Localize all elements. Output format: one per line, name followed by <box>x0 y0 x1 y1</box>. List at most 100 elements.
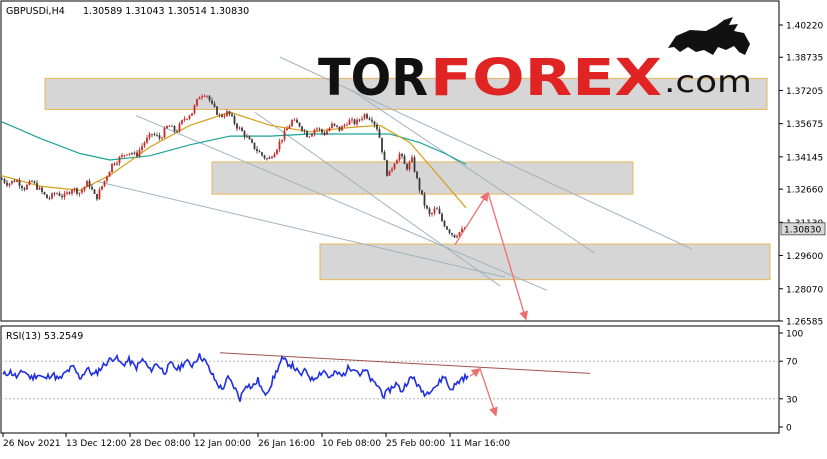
rsi-forecast-arrow-1 <box>469 368 481 378</box>
candle-body-163 <box>408 162 411 170</box>
candle-body-183 <box>458 232 461 237</box>
time-tick-label-4: 26 Jan 16:00 <box>258 439 315 449</box>
candle-body-119 <box>298 122 301 127</box>
candle-body-28 <box>71 189 73 194</box>
candle-body-80 <box>201 96 203 98</box>
candle-body-112 <box>281 139 283 142</box>
candle-body-39 <box>98 189 101 200</box>
candle-body-138 <box>346 124 348 126</box>
candle-body-40 <box>101 186 103 190</box>
rsi-forecast-arrow-2 <box>479 368 498 417</box>
candle-body-71 <box>178 123 181 132</box>
candle-body-166 <box>416 171 418 179</box>
last-price-badge <box>780 222 826 236</box>
candle-body-169 <box>423 194 426 206</box>
candle-body-179 <box>448 229 451 233</box>
candle-body-131 <box>328 128 331 131</box>
candle-body-184 <box>461 228 463 232</box>
candle-body-90 <box>226 111 228 117</box>
candle-body-99 <box>248 136 251 140</box>
candle-body-55 <box>138 150 141 157</box>
candle-body-86 <box>216 106 218 115</box>
candle-body-121 <box>303 130 306 132</box>
rsi-line <box>2 353 469 402</box>
candle-body-142 <box>356 119 358 125</box>
candle-body-33 <box>83 186 86 191</box>
channel-line-2 <box>351 90 596 254</box>
candle-body-56 <box>141 146 143 150</box>
price-tick-label-9: 1.26585 <box>786 318 823 328</box>
candle-body-79 <box>198 97 201 100</box>
candle-body-151 <box>378 129 381 138</box>
price-tick-label-4: 1.34145 <box>786 153 823 163</box>
candle-body-49 <box>123 155 126 156</box>
last-price-label: 1.30830 <box>784 225 821 235</box>
candle-body-23 <box>58 193 61 196</box>
candle-body-35 <box>88 180 91 187</box>
candle-body-2 <box>6 182 8 186</box>
candle-body-32 <box>81 190 83 193</box>
forecast-arrow-2 <box>487 192 529 321</box>
candle-body-167 <box>418 178 421 191</box>
logo-dotcom: .com <box>664 65 752 100</box>
candle-body-143 <box>358 119 361 121</box>
candle-body-162 <box>406 164 408 170</box>
candle-body-87 <box>218 114 221 116</box>
sr-zone-3 <box>319 243 771 281</box>
candle-body-180 <box>451 233 453 235</box>
forecast-arrow-1 <box>454 191 489 246</box>
candle-body-93 <box>233 116 236 124</box>
sr-zone-1 <box>44 77 768 110</box>
symbol-label: GBPUSDi,H4 <box>6 6 65 17</box>
candle-body-63 <box>158 135 161 139</box>
candle-body-125 <box>313 129 316 134</box>
bull-icon <box>668 17 750 55</box>
candle-body-106 <box>266 158 268 160</box>
candle-body-168 <box>421 190 423 195</box>
candle-body-83 <box>208 95 211 101</box>
candle-body-14 <box>36 182 38 190</box>
candle-body-52 <box>131 153 133 155</box>
candle-body-117 <box>293 119 296 121</box>
candle-body-19 <box>48 198 51 200</box>
candle-body-42 <box>106 176 108 181</box>
price-tick-label-3: 1.35675 <box>786 120 823 130</box>
price-tick-label-1: 1.38735 <box>786 54 823 64</box>
channel-line-3 <box>135 115 548 291</box>
candle-body-110 <box>276 149 278 154</box>
time-tick-label-7: 11 Mar 16:00 <box>450 439 510 449</box>
time-tick-label-1: 13 Dec 12:00 <box>66 439 127 449</box>
rsi-panel <box>0 325 780 434</box>
candle-body-116 <box>291 120 293 127</box>
candle-body-13 <box>33 181 36 183</box>
candle-body-120 <box>301 126 303 131</box>
candle-body-68 <box>171 126 173 127</box>
candle-body-92 <box>231 114 233 117</box>
candle-body-170 <box>426 205 428 209</box>
candle-body-149 <box>373 121 376 125</box>
candle-body-48 <box>121 155 123 157</box>
candle-body-118 <box>296 119 298 123</box>
time-tick-label-5: 10 Feb 08:00 <box>322 439 381 449</box>
candle-body-97 <box>243 131 246 137</box>
candle-body-174 <box>436 208 438 210</box>
candle-body-10 <box>26 184 28 190</box>
candle-body-41 <box>103 180 106 187</box>
candle-body-128 <box>321 129 323 133</box>
candle-body-36 <box>91 186 93 190</box>
time-tick-label-3: 12 Jan 00:00 <box>194 439 251 449</box>
candle-body-22 <box>56 193 58 195</box>
candle-body-126 <box>316 128 318 130</box>
candle-body-75 <box>188 115 191 119</box>
candle-body-91 <box>228 111 231 115</box>
candle-body-159 <box>398 153 401 161</box>
candle-body-53 <box>133 152 136 154</box>
candle-body-84 <box>211 100 213 104</box>
candle-body-139 <box>348 120 351 125</box>
price-tick-label-7: 1.29600 <box>786 252 823 262</box>
candle-body-172 <box>431 213 433 215</box>
sma-slow-line <box>1 120 467 165</box>
candle-body-156 <box>391 168 393 171</box>
candle-body-17 <box>43 192 46 195</box>
